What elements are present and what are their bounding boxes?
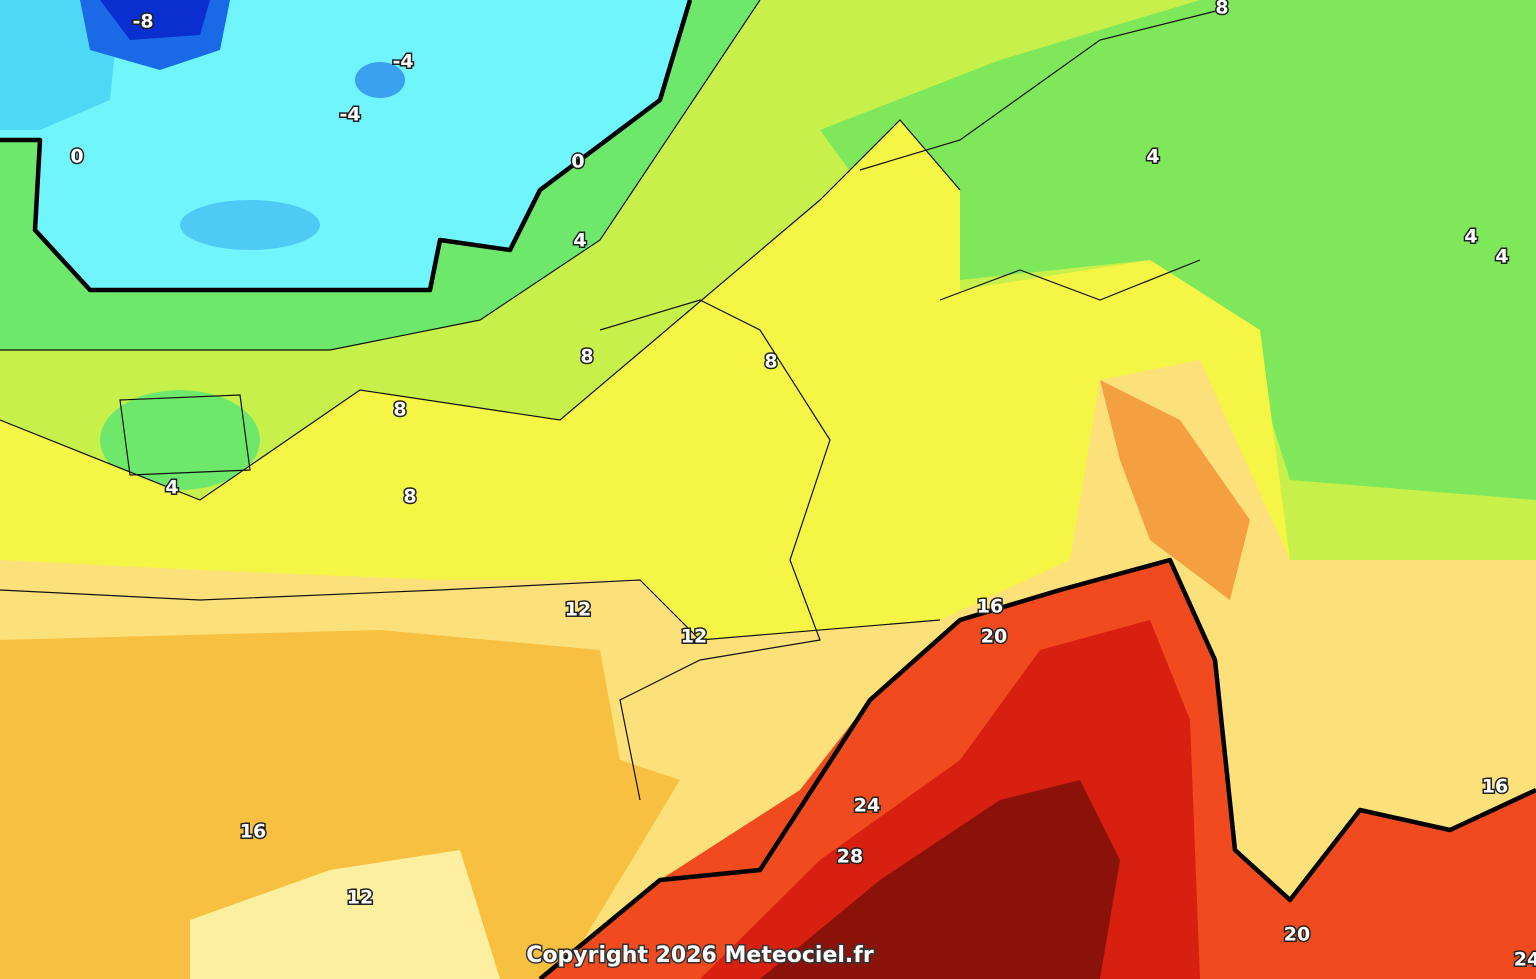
pale-zone: [190, 850, 500, 979]
contour-label: 24: [854, 795, 880, 817]
contour-label: 20: [981, 626, 1007, 648]
contour-label: 4: [1464, 226, 1477, 248]
coastline: [599, 299, 831, 801]
contour-label: 28: [837, 846, 863, 868]
isotherm: [0, 579, 941, 641]
contour-label: 8: [403, 486, 416, 508]
contour-label: -8: [132, 11, 153, 33]
orange-zone: [0, 630, 680, 979]
contour-label: 12: [347, 887, 373, 909]
contour-label: 4: [573, 230, 586, 252]
contour-label: 8: [764, 351, 777, 373]
cold-patch: [180, 200, 320, 250]
contour-label: 4: [1495, 246, 1508, 268]
contour-label: 4: [1146, 146, 1159, 168]
isotherm: [0, 119, 961, 501]
zero-isotherm: [0, 0, 693, 293]
hot-core: [760, 780, 1120, 979]
contour-label: 8: [393, 399, 406, 421]
cold-zone: [0, 0, 690, 290]
cold-patch: [355, 62, 405, 98]
green-zone: [820, 0, 1536, 500]
contour-label: 16: [240, 821, 266, 843]
twenty-isotherm: [538, 557, 1536, 979]
cold-core: [100, 0, 210, 40]
contour-label: 20: [1284, 924, 1310, 946]
contour-label: 4: [165, 477, 178, 499]
orange-zone: [1100, 380, 1250, 600]
contour-label: -4: [392, 51, 413, 73]
isotherm: [119, 394, 251, 476]
contour-label: 16: [977, 596, 1003, 618]
contour-label: 12: [565, 599, 591, 621]
contour-label: 16: [1482, 776, 1508, 798]
contour-label: 8: [1215, 0, 1228, 19]
contour-label: 0: [70, 146, 83, 168]
isotherm: [0, 0, 761, 351]
contour-label: 0: [571, 151, 584, 173]
green-patch: [100, 390, 260, 490]
copyright: Copyright 2026 Meteociel.fr: [526, 943, 874, 968]
contour-label: 8: [580, 346, 593, 368]
contour-label: 24: [1514, 949, 1536, 971]
contour-label: 12: [681, 626, 707, 648]
contour-label: -4: [339, 104, 360, 126]
coastline: [859, 9, 1221, 301]
